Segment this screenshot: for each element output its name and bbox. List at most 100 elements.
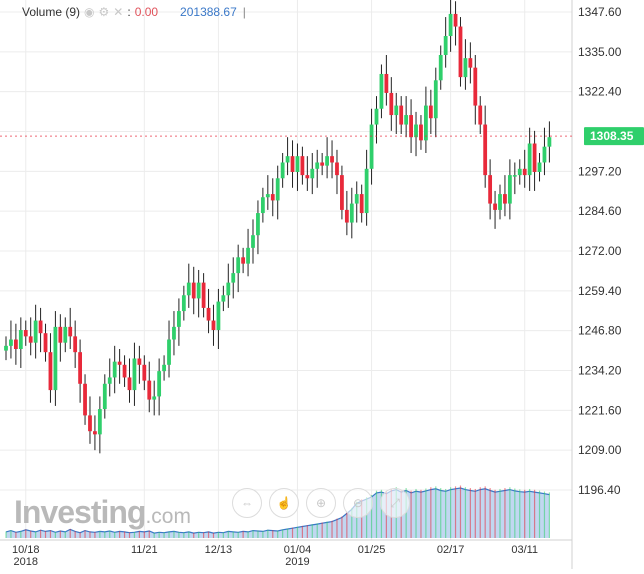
candle-body xyxy=(18,330,23,350)
y-tick-label: 1347.60 xyxy=(578,5,622,19)
volume-bar xyxy=(148,530,150,538)
volume-bar xyxy=(301,525,303,538)
candle-body xyxy=(310,168,315,179)
candle-body xyxy=(142,364,147,381)
volume-bar xyxy=(326,521,328,538)
volume-bar xyxy=(203,532,205,538)
volume-bar xyxy=(380,489,383,538)
candle-body xyxy=(537,162,542,172)
brand-name: Investing xyxy=(14,494,146,530)
volume-bar xyxy=(435,486,437,538)
volume-bar xyxy=(529,488,531,538)
candle-body xyxy=(186,282,191,296)
visibility-icon[interactable]: ◉ xyxy=(84,5,95,19)
volume-bar xyxy=(104,531,106,538)
chart-toolbar: ⇔ ☝ ⊕ ⊖ ⤢ xyxy=(232,488,410,518)
x-tick-label: 01/04 xyxy=(284,544,312,556)
volume-bar xyxy=(128,532,131,538)
candle-body xyxy=(507,175,512,204)
candle-body xyxy=(512,175,517,177)
volume-bar xyxy=(375,490,378,538)
candle-body xyxy=(97,409,102,435)
volume-bar xyxy=(538,490,541,538)
zoom-in-icon[interactable]: ⊕ xyxy=(306,488,336,518)
candle-body xyxy=(93,431,97,435)
candle-body xyxy=(335,162,339,176)
candle-body xyxy=(211,320,216,331)
volume-bar xyxy=(109,530,111,538)
candle-body xyxy=(246,247,250,264)
volume-bar xyxy=(59,530,61,538)
fullscreen-icon[interactable]: ⤢ xyxy=(380,488,410,518)
candle-body xyxy=(122,364,127,378)
candle-body xyxy=(399,105,404,125)
x-tick-label: 12/13 xyxy=(205,544,233,556)
brand-logo: Investing.com xyxy=(14,494,191,531)
volume-bar xyxy=(20,531,22,538)
candle-body xyxy=(503,194,507,204)
volume-bar xyxy=(30,530,32,538)
candle-body xyxy=(196,282,201,299)
candle-body xyxy=(448,13,453,37)
candle-body xyxy=(349,203,354,223)
y-tick-label: 1284.60 xyxy=(578,204,622,218)
volume-bar xyxy=(445,488,447,538)
volume-bar xyxy=(514,488,516,538)
volume-bar xyxy=(69,528,71,538)
candle-body xyxy=(137,358,142,365)
y-tick-label: 1196.40 xyxy=(578,483,621,497)
volume-bar xyxy=(123,531,126,538)
volume-bar xyxy=(524,489,526,538)
volume-bar xyxy=(207,531,210,538)
last-price-line: 1308.35 xyxy=(0,127,644,146)
candle-body xyxy=(58,326,63,343)
volume-bar xyxy=(454,486,457,538)
volume-bar xyxy=(420,489,422,538)
candle-body xyxy=(13,339,18,350)
candle-body xyxy=(280,162,285,179)
volume-bar xyxy=(5,531,7,538)
volume-bar xyxy=(430,487,432,538)
candle-body xyxy=(152,396,157,400)
close-icon[interactable]: ✕ xyxy=(113,5,124,19)
candle-body xyxy=(354,194,359,204)
candle-body xyxy=(394,105,399,116)
candle-body xyxy=(201,282,206,308)
zoom-out-icon[interactable]: ⊖ xyxy=(343,488,373,518)
volume-bar xyxy=(296,526,299,538)
x-tick-sublabel: 2018 xyxy=(14,556,38,568)
arrows-icon[interactable]: ⇔ xyxy=(232,488,262,518)
volume-bar xyxy=(366,497,368,538)
last-price-label: 1308.35 xyxy=(590,129,634,143)
candle-body xyxy=(236,257,241,274)
y-tick-label: 1297.20 xyxy=(578,164,622,178)
x-tick-label: 10/18 xyxy=(12,544,40,556)
legend-colon: : xyxy=(127,5,131,19)
x-tick-sublabel: 2019 xyxy=(285,556,309,568)
candle-body xyxy=(295,156,300,172)
last-price-tag xyxy=(584,127,644,146)
volume-bar xyxy=(168,531,170,538)
volume-bar xyxy=(133,531,136,538)
candle-body xyxy=(275,178,280,201)
y-axis: 1347.60 1335.00 1322.40 1297.20 1284.60 1272.… xyxy=(578,5,622,497)
candle-body xyxy=(315,162,320,169)
candle-body xyxy=(527,143,532,176)
candle-body xyxy=(251,235,255,248)
y-tick-label: 1209.00 xyxy=(578,443,622,457)
candle-body xyxy=(290,156,295,172)
volume-bar xyxy=(54,531,56,538)
volume-bar xyxy=(450,487,452,538)
candle-body xyxy=(226,282,231,296)
candle-body xyxy=(369,124,374,169)
candle-body xyxy=(162,364,166,372)
settings-icon[interactable]: ⚙ xyxy=(98,5,110,19)
candle-body xyxy=(53,326,58,391)
volume-bar xyxy=(79,532,81,538)
candle-body xyxy=(389,92,394,116)
candle-body xyxy=(325,156,329,166)
volume-bar xyxy=(158,531,160,538)
pointer-icon[interactable]: ☝ xyxy=(269,488,299,518)
